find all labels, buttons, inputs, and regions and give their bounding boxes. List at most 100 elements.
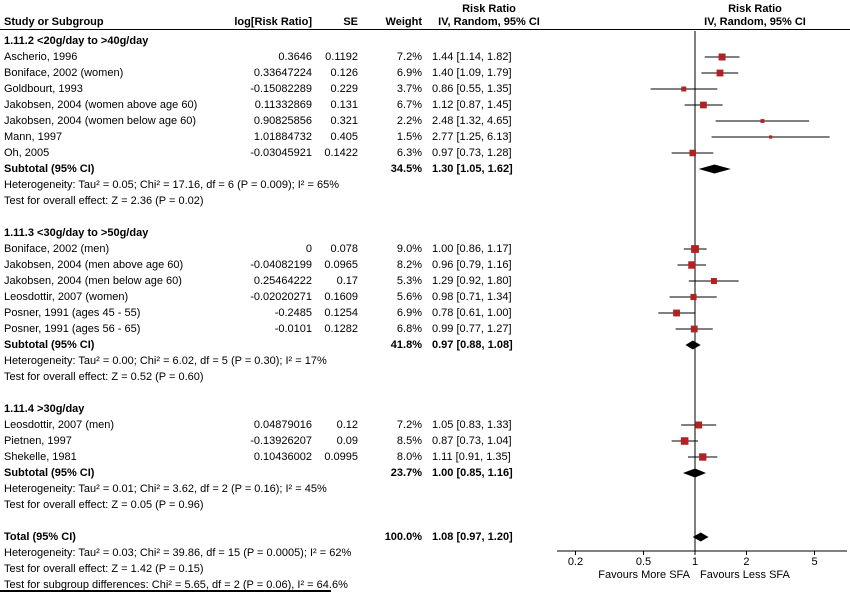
study-row: Shekelle, 1981 0.10436002 0.0995 8.0% 1.11 […: [0, 449, 850, 465]
study-log-rr: -0.03045921: [250, 147, 312, 159]
study-weight: 1.5%: [396, 131, 422, 143]
study-name: Oh, 2005: [4, 147, 50, 159]
study-name: Boniface, 2002 (women): [4, 67, 124, 79]
study-row: Jakobsen, 2004 (women below age 60) 0.908…: [0, 113, 850, 129]
study-row: Posner, 1991 (ages 56 - 65) -0.0101 0.1282…: [0, 321, 850, 337]
study-name: Ascherio, 1996: [4, 51, 78, 63]
study-ci-text: 1.11 [0.91, 1.35]: [432, 451, 511, 463]
subtotal-label: Subtotal (95% CI): [4, 163, 95, 175]
study-name: Mann, 1997: [4, 131, 63, 143]
study-name: Jakobsen, 2004 (men below age 60): [4, 275, 182, 287]
subtotal-row: Subtotal (95% CI) 41.8% 0.97 [0.88, 1.08]: [0, 337, 850, 353]
study-log-rr: 0.04879016: [253, 419, 312, 431]
heterogeneity-text: Heterogeneity: Tau² = 0.03; Chi² = 39.86…: [4, 547, 352, 559]
study-row: Jakobsen, 2004 (women above age 60) 0.113…: [0, 97, 850, 113]
study-ci-text: 0.99 [0.77, 1.27]: [432, 323, 512, 335]
subgroup-header-row: 1.11.3 <30g/day to >50g/day: [0, 225, 850, 241]
study-se: 0.1254: [324, 307, 358, 319]
study-ci-text: 1.29 [0.92, 1.80]: [432, 275, 512, 287]
subtotal-ci-text: 0.97 [0.88, 1.08]: [432, 339, 513, 351]
se-column-header: SE: [343, 16, 358, 28]
study-ci-text: 1.12 [0.87, 1.45]: [432, 99, 512, 111]
study-weight: 8.5%: [396, 435, 422, 447]
heterogeneity-text: Heterogeneity: Tau² = 0.00; Chi² = 6.02,…: [4, 355, 327, 367]
heterogeneity-row: Heterogeneity: Tau² = 0.00; Chi² = 6.02,…: [0, 353, 850, 369]
subtotal-weight: 34.5%: [390, 163, 422, 175]
study-ci-text: 2.48 [1.32, 4.65]: [432, 115, 512, 127]
study-log-rr: -0.0101: [274, 323, 312, 335]
study-row: Leosdottir, 2007 (men) 0.04879016 0.12 7.2%…: [0, 417, 850, 433]
header-separator-line: [0, 29, 850, 30]
study-row: Pietnen, 1997 -0.13926207 0.09 8.5% 0.87 [0.…: [0, 433, 850, 449]
study-name: Goldbourt, 1993: [4, 83, 83, 95]
study-log-rr: -0.02020271: [250, 291, 312, 303]
study-name: Leosdottir, 2007 (men): [4, 419, 115, 431]
study-se: 0.1609: [324, 291, 358, 303]
subgroup-label: 1.11.3 <30g/day to >50g/day: [4, 227, 149, 239]
total-overall-effect-row: Test for overall effect: Z = 1.42 (P = 0…: [0, 561, 850, 577]
plot-method-header: IV, Random, 95% CI: [704, 16, 806, 28]
weight-column-header: Weight: [385, 16, 422, 28]
study-weight: 6.9%: [396, 67, 422, 79]
study-se: 0.12: [336, 419, 358, 431]
subtotal-ci-text: 1.00 [0.85, 1.16]: [432, 467, 513, 479]
study-log-rr: -0.13926207: [250, 435, 312, 447]
study-name: Leosdottir, 2007 (women): [4, 291, 129, 303]
study-row: Boniface, 2002 (men) 0 0.078 9.0% 1.00 [0.86…: [0, 241, 850, 257]
study-se: 0.09: [336, 435, 358, 447]
total-row: Total (95% CI) 100.0% 1.08 [0.97, 1.20]: [0, 529, 850, 545]
total-weight: 100.0%: [384, 531, 422, 543]
study-log-rr: -0.15082289: [250, 83, 312, 95]
overall-effect-row: Test for overall effect: Z = 0.05 (P = 0…: [0, 497, 850, 513]
study-weight: 6.7%: [396, 99, 422, 111]
study-weight: 2.2%: [396, 115, 422, 127]
overall-effect-text: Test for overall effect: Z = 0.05 (P = 0…: [4, 499, 204, 511]
log-rr-column-header: log[Risk Ratio]: [234, 16, 312, 28]
study-ci-text: 1.05 [0.83, 1.33]: [432, 419, 512, 431]
study-name: Jakobsen, 2004 (women above age 60): [4, 99, 198, 111]
subtotal-weight: 23.7%: [390, 467, 422, 479]
study-column-header: Study or Subgroup: [4, 16, 104, 28]
overall-effect-row: Test for overall effect: Z = 2.36 (P = 0…: [0, 193, 850, 209]
study-row: Mann, 1997 1.01884732 0.405 1.5% 2.77 [1.25,…: [0, 129, 850, 145]
study-se: 0.229: [330, 83, 358, 95]
study-se: 0.131: [330, 99, 358, 111]
study-weight: 5.3%: [396, 275, 422, 287]
study-log-rr: 0.10436002: [253, 451, 312, 463]
study-se: 0.405: [330, 131, 358, 143]
study-row: Jakobsen, 2004 (men above age 60) -0.0408…: [0, 257, 850, 273]
study-row: Boniface, 2002 (women) 0.33647224 0.126 6.9…: [0, 65, 850, 81]
study-ci-text: 1.44 [1.14, 1.82]: [432, 51, 512, 63]
study-weight: 9.0%: [396, 243, 422, 255]
study-weight: 3.7%: [396, 83, 422, 95]
study-se: 0.321: [330, 115, 358, 127]
overall-effect-text: Test for overall effect: Z = 2.36 (P = 0…: [4, 195, 204, 207]
subtotal-label: Subtotal (95% CI): [4, 467, 95, 479]
study-weight: 5.6%: [396, 291, 422, 303]
study-ci-text: 1.00 [0.86, 1.17]: [432, 243, 512, 255]
ci-column-title: Risk Ratio: [462, 3, 516, 15]
study-row: Jakobsen, 2004 (men below age 60) 0.25464…: [0, 273, 850, 289]
study-se: 0.126: [330, 67, 358, 79]
study-row: Leosdottir, 2007 (women) -0.02020271 0.160…: [0, 289, 850, 305]
subtotal-row: Subtotal (95% CI) 34.5% 1.30 [1.05, 1.62]: [0, 161, 850, 177]
ci-method-header: IV, Random, 95% CI: [438, 16, 540, 28]
study-se: 0.1422: [324, 147, 358, 159]
subgroup-differences-text: Test for subgroup differences: Chi² = 5.…: [4, 579, 348, 591]
study-ci-text: 0.78 [0.61, 1.00]: [432, 307, 512, 319]
study-name: Jakobsen, 2004 (men above age 60): [4, 259, 184, 271]
study-name: Posner, 1991 (ages 56 - 65): [4, 323, 141, 335]
total-heterogeneity-row: Heterogeneity: Tau² = 0.03; Chi² = 39.86…: [0, 545, 850, 561]
study-row: Ascherio, 1996 0.3646 0.1192 7.2% 1.44 [1.14…: [0, 49, 850, 65]
study-log-rr: 0.33647224: [253, 67, 312, 79]
overall-effect-text: Test for overall effect: Z = 0.52 (P = 0…: [4, 371, 204, 383]
study-name: Boniface, 2002 (men): [4, 243, 110, 255]
total-label: Total (95% CI): [4, 531, 76, 543]
heterogeneity-text: Heterogeneity: Tau² = 0.01; Chi² = 3.62,…: [4, 483, 327, 495]
study-log-rr: 0.3646: [278, 51, 312, 63]
study-weight: 7.2%: [396, 419, 422, 431]
subtotal-row: Subtotal (95% CI) 23.7% 1.00 [0.85, 1.16]: [0, 465, 850, 481]
study-ci-text: 0.97 [0.73, 1.28]: [432, 147, 512, 159]
heterogeneity-row: Heterogeneity: Tau² = 0.05; Chi² = 17.16…: [0, 177, 850, 193]
